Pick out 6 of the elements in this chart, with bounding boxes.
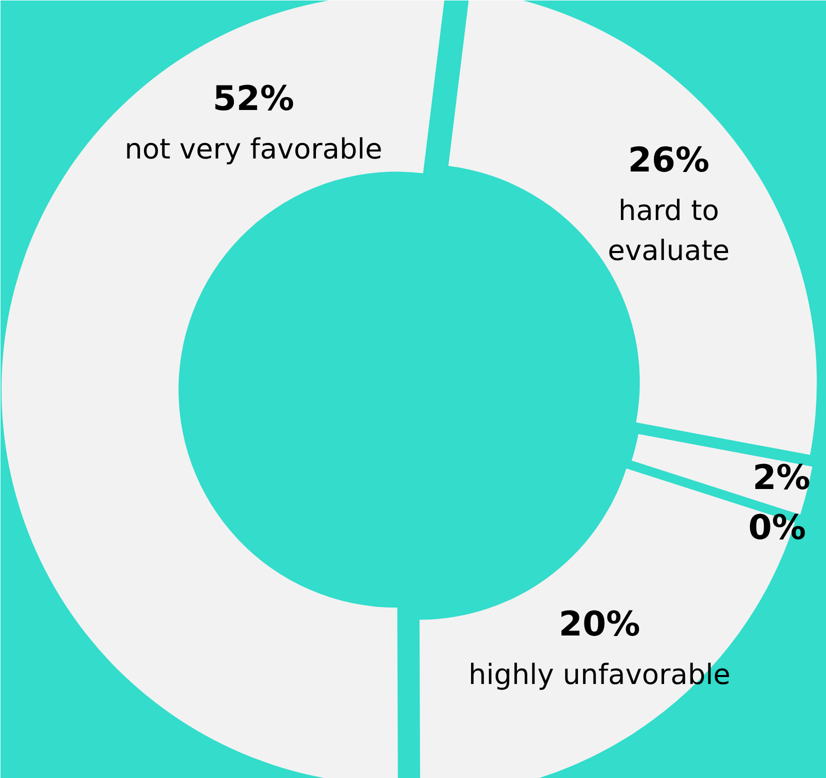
data-label: 20% <box>558 604 640 645</box>
slice-label: not very favorable <box>124 132 382 166</box>
data-label: 52% <box>212 79 294 120</box>
data-label: 2% <box>752 458 810 498</box>
slice-label: hard to evaluate <box>608 194 730 268</box>
data-label: 26% <box>628 140 710 181</box>
